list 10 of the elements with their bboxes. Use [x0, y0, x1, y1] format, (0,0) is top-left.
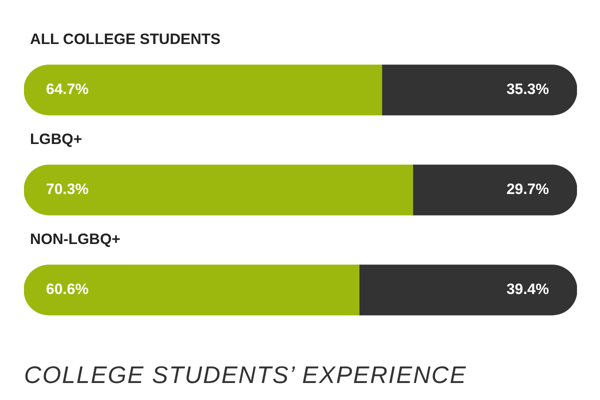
- data-label: 35.3%: [506, 81, 549, 98]
- text: COLLEGE STUDENTS’ EXPERIENCE: [24, 362, 467, 390]
- y-tick-label: ALL COLLEGE STUDENTS: [30, 31, 221, 48]
- data-label: 70.3%: [46, 181, 89, 198]
- data-label: 39.4%: [506, 281, 549, 298]
- data-label: 64.7%: [46, 81, 89, 98]
- data-label: 29.7%: [506, 181, 549, 198]
- data-label: 60.6%: [46, 281, 89, 298]
- y-tick-label: NON-LGBQ+: [30, 231, 121, 248]
- y-tick-label: LGBQ+: [30, 131, 82, 148]
